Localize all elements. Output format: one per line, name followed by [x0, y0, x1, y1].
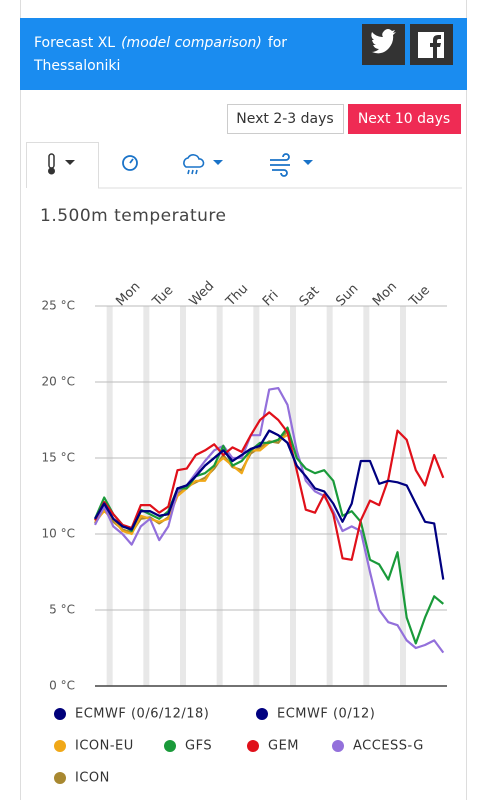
x-tick-label: Wed	[187, 279, 218, 310]
tab-wind[interactable]	[270, 153, 313, 177]
series-line	[94, 429, 445, 580]
legend-item[interactable]: ECMWF (0/6/12/18)	[54, 707, 209, 722]
legend-marker	[332, 740, 344, 752]
day-band	[216, 306, 223, 686]
header-subtitle: (model comparison)	[121, 35, 262, 51]
day-band	[143, 306, 150, 686]
legend-marker	[54, 740, 66, 752]
caret	[65, 160, 75, 165]
facebook-icon	[430, 35, 441, 58]
header-connector: for	[268, 35, 287, 51]
legend-marker	[164, 740, 176, 752]
day-band	[106, 306, 113, 686]
tab-temperature[interactable]	[48, 153, 75, 175]
thermometer-bulb	[48, 167, 55, 175]
facebook-button[interactable]	[410, 24, 453, 65]
day-band	[253, 306, 260, 686]
day-band	[290, 306, 296, 686]
x-tick-label: Mon	[113, 279, 143, 309]
day-band	[400, 306, 406, 686]
caret	[213, 160, 223, 165]
legend-item[interactable]: GEM	[247, 739, 299, 754]
series-line	[94, 434, 288, 536]
tab-pressure[interactable]	[122, 155, 138, 171]
legend-label: ECMWF (0/6/12/18)	[75, 707, 209, 722]
gauge-needle	[129, 158, 134, 164]
y-tick-label: 20 °C	[42, 375, 75, 389]
button-long-label[interactable]: Next 10 days	[358, 111, 450, 127]
series-line	[93, 426, 445, 645]
header-text: Forecast XL (model comparison) for	[34, 35, 287, 51]
cloud-icon	[183, 154, 205, 168]
legend-label: GEM	[268, 739, 299, 754]
thermometer-icon	[48, 153, 55, 169]
legend-marker	[54, 708, 66, 720]
y-tick-label: 15 °C	[42, 451, 75, 465]
tab-frame	[26, 142, 462, 189]
series-line	[94, 387, 445, 654]
y-tick-label: 10 °C	[42, 527, 75, 541]
button-short[interactable]	[227, 104, 344, 134]
y-tick-label: 5 °C	[49, 603, 75, 617]
day-band	[363, 306, 370, 686]
header-location: Thessaloniki	[33, 58, 120, 74]
legend-label: ICON-EU	[75, 739, 134, 754]
x-tick-label: Sun	[333, 281, 361, 309]
legend-label: ECMWF (0/12)	[277, 707, 375, 722]
rain-icon	[187, 169, 198, 175]
x-tick-label: Sat	[297, 284, 323, 310]
button-short-label[interactable]: Next 2-3 days	[236, 111, 333, 127]
caret	[303, 160, 313, 165]
series-line	[94, 411, 445, 561]
legend-label: GFS	[185, 739, 212, 754]
header-title: Forecast XL	[34, 35, 115, 51]
legend-marker	[256, 708, 268, 720]
tab-precipitation[interactable]	[183, 154, 223, 175]
legend-item[interactable]: ICON	[54, 771, 110, 786]
button-long[interactable]	[348, 104, 461, 134]
day-band	[180, 306, 186, 686]
legend-item[interactable]: GFS	[164, 739, 212, 754]
day-band	[326, 306, 333, 686]
twitter-icon	[371, 29, 396, 54]
legend-label: ACCESS-G	[353, 739, 424, 754]
chart-title: 1.500m temperature	[40, 206, 227, 226]
y-tick-label: 25 °C	[42, 299, 75, 313]
gauge-icon	[122, 155, 138, 171]
legend-item[interactable]: ACCESS-G	[332, 739, 424, 754]
twitter-button[interactable]	[362, 24, 405, 65]
legend-label: ICON	[75, 771, 110, 786]
y-tick-label: 0 °C	[49, 679, 75, 693]
legend-item[interactable]: ECMWF (0/12)	[256, 707, 375, 722]
legend-marker	[54, 772, 66, 784]
legend-marker	[247, 740, 259, 752]
x-tick-label: Mon	[370, 279, 400, 309]
legend-item[interactable]: ICON-EU	[54, 739, 134, 754]
wind-icon	[270, 153, 290, 177]
